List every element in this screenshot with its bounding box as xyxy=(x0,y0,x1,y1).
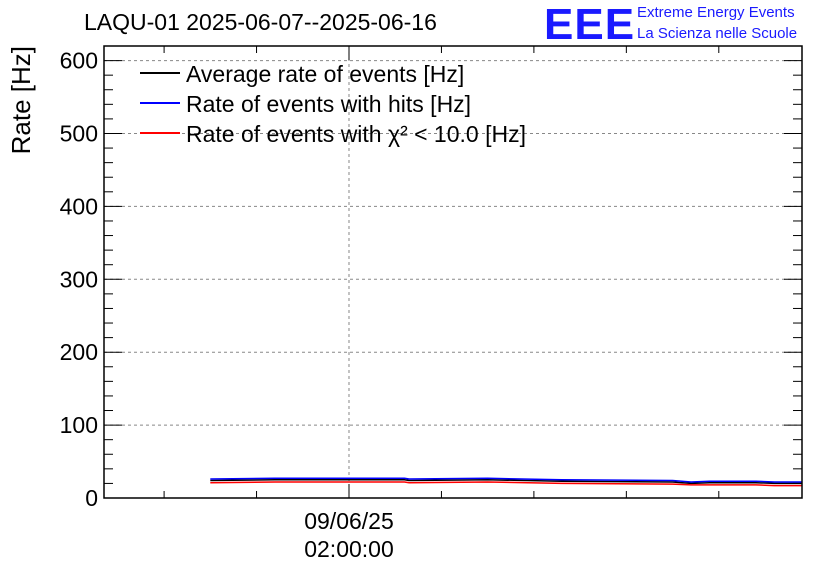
series-layer xyxy=(210,477,802,487)
legend-label-average: Average rate of events [Hz] xyxy=(186,61,464,87)
y-tick-label: 200 xyxy=(60,339,98,365)
logo-line-2: La Scienza nelle Scuole xyxy=(637,25,798,42)
series-line-average xyxy=(210,479,802,485)
legend-label-hits: Rate of events with hits [Hz] xyxy=(186,91,471,117)
legend: Average rate of events [Hz] Rate of event… xyxy=(140,61,526,147)
y-tick-label: 400 xyxy=(60,193,98,219)
y-tick-label: 300 xyxy=(60,266,98,292)
legend-label-chi2: Rate of events with χ² < 10.0 [Hz] xyxy=(186,121,526,147)
plot-frame xyxy=(103,45,803,499)
chart-title: LAQU-01 2025-06-07--2025-06-16 xyxy=(84,9,437,35)
y-tick-label: 0 xyxy=(85,485,98,511)
y-tick-label: 500 xyxy=(60,120,98,146)
eee-logo: EEE xyxy=(544,0,636,49)
grid-lines xyxy=(104,46,802,498)
y-axis-label: Rate [Hz] xyxy=(6,46,36,154)
series-line-chi2 xyxy=(210,481,802,487)
series-line-hits xyxy=(210,477,802,483)
y-tick-label: 600 xyxy=(60,48,98,74)
x-tick-label-date: 09/06/25 xyxy=(304,508,394,534)
y-axis: 0 100 200 300 400 500 600 xyxy=(60,45,802,511)
x-tick-label-time: 02:00:00 xyxy=(304,536,394,562)
y-tick-label: 100 xyxy=(60,412,98,438)
logo-line-1: Extreme Energy Events xyxy=(637,4,795,21)
